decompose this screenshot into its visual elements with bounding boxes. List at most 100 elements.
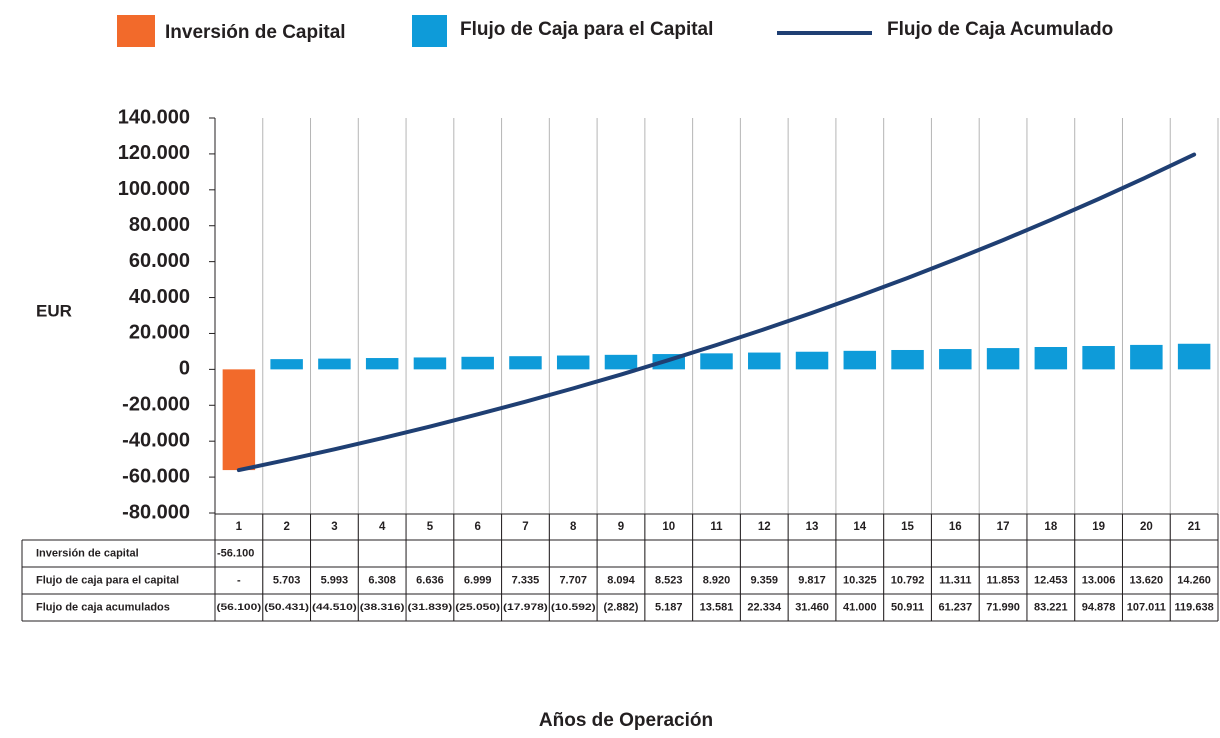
table-cell: 31.460 — [795, 601, 829, 613]
bar — [986, 348, 1020, 370]
table-cell: 94.878 — [1082, 601, 1116, 613]
table-cell: 6.308 — [368, 574, 396, 586]
table-cell: (17.978) — [503, 602, 548, 613]
table-cell: (38.316) — [360, 602, 405, 613]
x-tick-label: 10 — [662, 521, 675, 533]
x-tick-label: 21 — [1188, 521, 1201, 533]
table-cell: (31.839) — [408, 602, 453, 613]
y-tick-label: -60.000 — [122, 465, 190, 487]
x-tick-label: 19 — [1092, 521, 1105, 533]
table-cell: 11.853 — [987, 574, 1020, 586]
table-cell: 8.523 — [655, 574, 683, 586]
y-tick-label: -20.000 — [122, 394, 190, 416]
table-cell: - — [237, 574, 241, 586]
x-tick-label: 16 — [949, 521, 962, 533]
legend-label: Flujo de Caja Acumulado — [887, 19, 1113, 40]
x-tick-label: 4 — [379, 521, 386, 533]
x-tick-label: 14 — [853, 521, 866, 533]
table-cell: 13.581 — [700, 601, 734, 613]
bar — [1082, 346, 1115, 370]
table-cell: 13.620 — [1130, 574, 1164, 586]
table-cell: 83.221 — [1034, 601, 1068, 613]
table-cell: -56.100 — [217, 547, 254, 559]
table-cell: 50.911 — [891, 601, 924, 613]
legend-label: Inversión de Capital — [165, 22, 346, 43]
table-cell: (25.050) — [455, 602, 500, 613]
bar — [461, 356, 494, 370]
y-tick-label: 20.000 — [129, 322, 190, 344]
y-tick-label: 80.000 — [129, 214, 190, 236]
table-cell: (44.510) — [312, 602, 357, 613]
table-cell: 8.920 — [703, 574, 731, 586]
bar — [700, 353, 733, 370]
table-cell: 119.638 — [1175, 601, 1214, 613]
table-row-label: Inversión de capital — [36, 547, 139, 559]
legend-swatch — [117, 15, 155, 47]
table-cell: 12.453 — [1034, 574, 1068, 586]
x-tick-label: 9 — [618, 521, 624, 533]
y-tick-label: 0 — [179, 358, 190, 380]
bar — [270, 359, 303, 370]
table-cell: 5.187 — [655, 601, 683, 613]
table-cell: 8.094 — [607, 574, 635, 586]
table-cell: 6.999 — [464, 574, 492, 586]
table-cell: 9.817 — [798, 574, 826, 586]
table-row-label: Flujo de caja acumulados — [36, 601, 170, 613]
table-row-label: Flujo de caja para el capital — [36, 574, 179, 586]
bar — [1034, 347, 1068, 370]
table-cell: 14.260 — [1177, 574, 1211, 586]
bar — [413, 357, 447, 370]
x-tick-label: 6 — [474, 521, 480, 533]
table-cell: (10.592) — [551, 602, 596, 613]
table-cell: (2.882) — [604, 601, 639, 613]
y-tick-label: 140.000 — [118, 106, 190, 128]
x-tick-label: 18 — [1044, 521, 1057, 533]
x-tick-label: 13 — [806, 521, 819, 533]
bar — [604, 354, 638, 370]
table-cell: (50.431) — [264, 602, 309, 613]
line — [236, 152, 1197, 473]
legend-label: Flujo de Caja para el Capital — [460, 19, 713, 40]
table-cell: 107.011 — [1127, 601, 1166, 613]
x-tick-label: 20 — [1140, 521, 1153, 533]
bar — [795, 351, 829, 370]
y-tick-label: 60.000 — [129, 250, 190, 272]
y-tick-label: 100.000 — [118, 178, 190, 200]
y-axis-label: EUR — [36, 301, 72, 320]
x-axis-label: Años de Operación — [539, 710, 713, 731]
table-cell: 11.311 — [939, 574, 971, 586]
x-tick-label: 1 — [236, 521, 243, 533]
bar — [748, 352, 781, 370]
bar — [509, 356, 542, 370]
table-cell: (56.100) — [217, 602, 262, 613]
table-cell: 7.707 — [559, 574, 587, 586]
table-cell: 41.000 — [843, 601, 877, 613]
x-tick-label: 7 — [522, 521, 528, 533]
bar — [891, 349, 924, 370]
x-tick-label: 15 — [901, 521, 914, 533]
bar — [318, 358, 351, 370]
bar — [1177, 343, 1211, 370]
table-cell: 71.990 — [986, 601, 1020, 613]
bar — [939, 349, 972, 370]
y-tick-label: -40.000 — [122, 429, 190, 451]
table-cell: 13.006 — [1082, 574, 1116, 586]
legend-swatch — [412, 15, 447, 47]
x-tick-label: 17 — [997, 521, 1010, 533]
table-cell: 7.335 — [512, 574, 540, 586]
x-tick-label: 2 — [283, 521, 289, 533]
table-cell: 9.359 — [750, 574, 778, 586]
table-cell: 6.636 — [416, 574, 444, 586]
y-tick-label: 40.000 — [129, 286, 190, 308]
table-cell: 10.325 — [843, 574, 877, 586]
x-tick-label: 11 — [710, 521, 723, 533]
bar — [1130, 344, 1163, 370]
bar — [222, 369, 256, 471]
y-tick-label: -80.000 — [122, 501, 190, 523]
table-cell: 10.792 — [891, 574, 925, 586]
x-tick-label: 5 — [427, 521, 434, 533]
x-tick-label: 8 — [570, 521, 577, 533]
table-cell: 61.237 — [938, 601, 972, 613]
x-tick-label: 12 — [758, 521, 771, 533]
